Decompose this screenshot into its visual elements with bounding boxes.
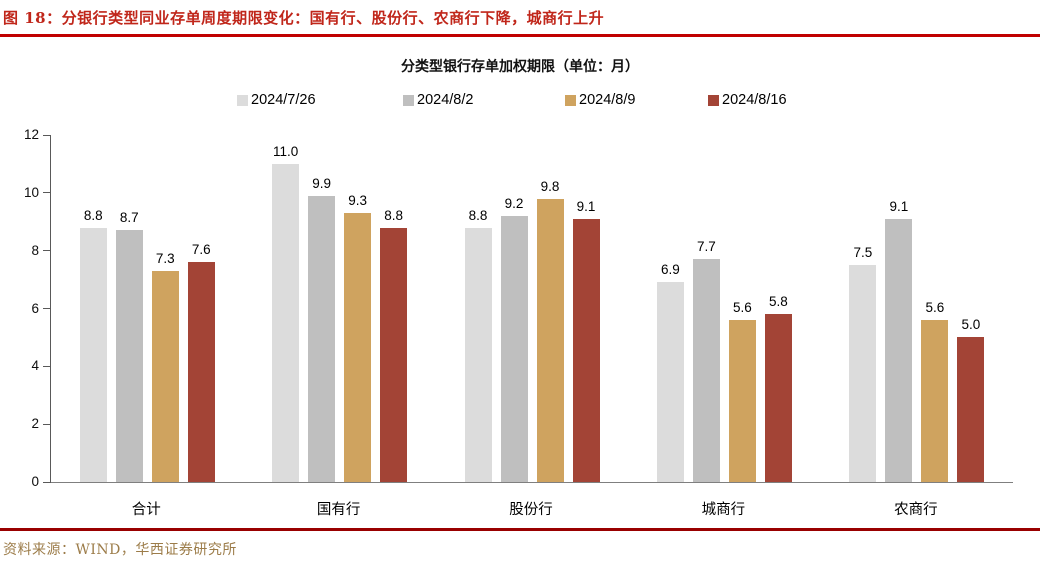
legend-label: 2024/8/16 xyxy=(722,92,787,108)
source-text: 资料来源：WIND，华西证券研究所 xyxy=(3,542,237,558)
bar: 9.1 xyxy=(572,199,600,482)
y-axis-tick-label: 2 xyxy=(31,416,39,432)
bar-groups: 8.8 8.7 7.3 7.6 11.0 9.9 9.3 8.8 8.8 9.2 9.8 9.1 6.9… xyxy=(51,135,1013,482)
bar-value-label: 8.8 xyxy=(83,207,103,223)
bar-value-label: 9.8 xyxy=(540,178,560,194)
x-axis-label: 农商行 xyxy=(894,502,938,518)
bar: 5.6 xyxy=(921,300,949,482)
bar-value-label: 8.8 xyxy=(468,207,488,223)
bar-value-label: 9.3 xyxy=(348,193,367,209)
legend-label: 2024/8/2 xyxy=(417,92,474,108)
bar: 9.8 xyxy=(536,179,564,482)
bar-value-label: 7.6 xyxy=(191,242,211,258)
bar: 7.6 xyxy=(187,242,215,482)
y-axis-tick xyxy=(43,250,51,252)
y-axis-tick-label: 0 xyxy=(31,474,39,489)
bar-group-4: 6.9 7.7 5.6 5.8 xyxy=(628,135,820,482)
plot-area: 8.8 8.7 7.3 7.6 11.0 9.9 9.3 8.8 8.8 9.2 9.8 9.1 6.9… xyxy=(24,128,1013,489)
y-axis-tick xyxy=(43,308,51,309)
y-axis-tick xyxy=(43,365,51,367)
bar-value-label: 8.7 xyxy=(119,210,139,226)
bar-value-label: 9.1 xyxy=(576,198,596,214)
bar: 6.9 xyxy=(656,262,684,482)
x-axis-label: 国有行 xyxy=(316,502,361,518)
bar-group-3: 8.8 9.2 9.8 9.1 xyxy=(436,135,628,482)
bar: 7.5 xyxy=(849,245,877,482)
bar: 11.0 xyxy=(272,144,300,482)
chart-legend: 2024/7/26 2024/8/2 2024/8/9 2024/8/16 xyxy=(0,91,1040,109)
footer-divider xyxy=(0,528,1040,531)
legend-swatch-icon xyxy=(708,94,719,106)
bar: 7.3 xyxy=(151,251,179,482)
chart-title: 分类型银行存单加权期限（单位：月） xyxy=(401,59,639,75)
x-axis-label: 合计 xyxy=(131,502,161,518)
bar: 7.7 xyxy=(692,239,720,482)
legend-label: 2024/8/9 xyxy=(579,92,636,108)
bar-value-label: 9.9 xyxy=(312,175,331,191)
bar-value-label: 7.5 xyxy=(853,245,873,261)
legend-swatch-icon xyxy=(565,94,576,106)
x-axis-label: 股份行 xyxy=(509,502,553,518)
bar: 9.3 xyxy=(344,193,372,482)
legend-swatch-icon xyxy=(403,94,414,106)
legend-item: 2024/7/26 xyxy=(237,91,316,109)
bar-value-label: 11.0 xyxy=(272,143,299,159)
x-axis-label: 城商行 xyxy=(701,502,746,518)
bar-group-1: 8.8 8.7 7.3 7.6 xyxy=(51,135,243,482)
bar-group-5: 7.5 9.1 5.6 5.0 xyxy=(821,135,1013,482)
bar: 8.8 xyxy=(79,208,107,482)
y-axis-tick xyxy=(43,481,51,483)
y-axis-tick-label: 12 xyxy=(23,127,39,142)
bar-value-label: 5.6 xyxy=(925,300,945,316)
bar: 8.7 xyxy=(115,210,143,482)
y-axis-tick-label: 6 xyxy=(31,300,39,316)
bar: 5.6 xyxy=(728,300,756,482)
bar-value-label: 8.8 xyxy=(384,207,403,223)
bar-value-label: 5.6 xyxy=(733,300,752,316)
y-axis-tick-label: 8 xyxy=(31,242,39,258)
legend-item: 2024/8/9 xyxy=(565,91,635,109)
bar-value-label: 5.8 xyxy=(769,294,788,310)
x-axis-line xyxy=(51,481,1013,483)
y-axis-tick-label: 10 xyxy=(23,184,39,200)
header-divider xyxy=(0,34,1040,37)
y-axis-tick xyxy=(43,423,51,425)
y-axis-tick-label: 4 xyxy=(31,358,39,374)
y-axis-tick xyxy=(43,192,51,194)
y-axis-tick xyxy=(43,134,51,136)
bar: 8.8 xyxy=(464,208,492,482)
legend-swatch-icon xyxy=(237,94,248,106)
bar-value-label: 9.2 xyxy=(504,195,524,211)
bar: 9.2 xyxy=(500,196,528,482)
legend-item: 2024/8/2 xyxy=(403,91,473,109)
bar-group-2: 11.0 9.9 9.3 8.8 xyxy=(243,135,435,482)
bar: 5.0 xyxy=(957,317,985,482)
bar-value-label: 9.1 xyxy=(889,198,909,214)
bar-value-label: 7.3 xyxy=(155,250,175,266)
legend-item: 2024/8/16 xyxy=(708,91,787,109)
bar-value-label: 5.0 xyxy=(961,317,981,333)
bar: 9.9 xyxy=(308,176,336,482)
figure-title: 图 18：分银行类型同业存单周度期限变化：国有行、股份行、农商行下降，城商行上升 xyxy=(3,9,605,27)
legend-label: 2024/7/26 xyxy=(251,92,316,108)
bar-value-label: 7.7 xyxy=(697,239,716,255)
bar: 8.8 xyxy=(380,208,408,482)
x-axis-labels: 合计 国有行 股份行 城商行 农商行 xyxy=(50,498,1012,519)
bar: 5.8 xyxy=(764,294,792,482)
bar: 9.1 xyxy=(885,199,913,482)
bar-value-label: 6.9 xyxy=(661,262,680,278)
